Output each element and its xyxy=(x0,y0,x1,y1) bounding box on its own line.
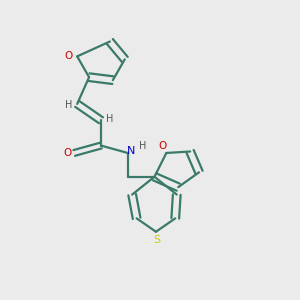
Text: O: O xyxy=(159,141,167,152)
Text: N: N xyxy=(127,146,136,156)
Text: H: H xyxy=(140,141,147,152)
Text: O: O xyxy=(64,148,72,158)
Text: O: O xyxy=(65,51,73,62)
Text: H: H xyxy=(64,100,72,110)
Text: H: H xyxy=(106,114,114,124)
Text: S: S xyxy=(153,235,160,245)
